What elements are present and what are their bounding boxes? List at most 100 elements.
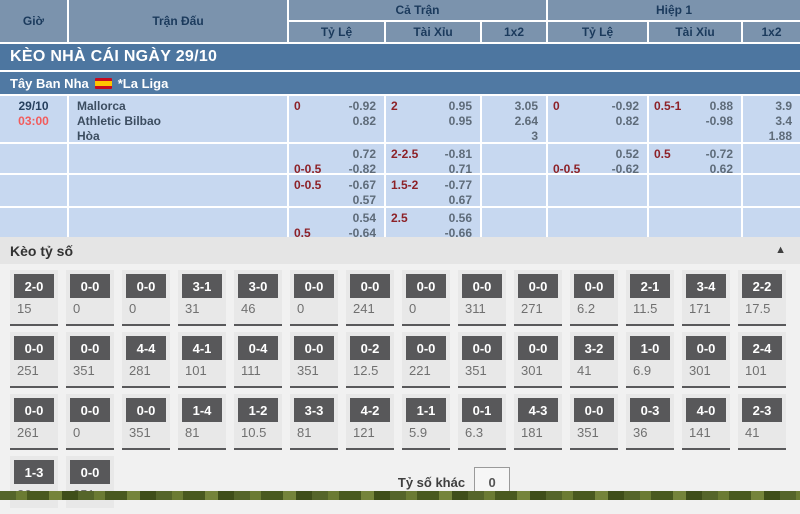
ft-handicap-cell[interactable]: 0-0.5 -0.67 0.57 <box>289 175 384 206</box>
score-label: 0-0 <box>574 398 614 422</box>
score-odds-value: 0 <box>73 301 81 316</box>
h1-handicap-cell[interactable]: 0.52 0-0.5 -0.62 <box>548 144 647 173</box>
score-label: 0-0 <box>518 274 558 298</box>
score-label: 0-0 <box>14 398 54 422</box>
score-odds-cell[interactable]: 0-0 0 <box>402 270 450 326</box>
score-odds-cell[interactable]: 3-1 31 <box>178 270 226 326</box>
score-odds-value: 351 <box>465 363 487 378</box>
score-odds-cell[interactable]: 0-0 271 <box>514 270 562 326</box>
ft-handicap-cell[interactable]: 0 -0.92 0.82 <box>289 96 384 142</box>
h1-1x2-cell[interactable] <box>743 144 800 173</box>
score-label: 0-0 <box>406 336 446 360</box>
score-odds-cell[interactable]: 1-0 6.9 <box>626 332 674 388</box>
score-odds-cell[interactable]: 3-2 41 <box>570 332 618 388</box>
score-odds-cell[interactable]: 2-1 11.5 <box>626 270 674 326</box>
score-odds-cell[interactable]: 0-2 12.5 <box>346 332 394 388</box>
ft-handicap-cell[interactable]: 0.72 0-0.5 -0.82 <box>289 144 384 173</box>
score-odds-cell[interactable]: 0-3 36 <box>626 394 674 450</box>
score-odds-cell[interactable]: 2-3 41 <box>738 394 786 450</box>
score-odds-cell[interactable]: 0-0 311 <box>458 270 506 326</box>
score-odds-cell[interactable]: 0-0 0 <box>122 270 170 326</box>
score-odds-value: 41 <box>577 363 592 378</box>
score-odds-cell[interactable]: 0-0 6.2 <box>570 270 618 326</box>
odds-value: -0.67 <box>348 178 376 192</box>
score-odds-cell[interactable]: 0-0 221 <box>402 332 450 388</box>
score-odds-cell[interactable]: 0-0 241 <box>346 270 394 326</box>
score-odds-cell[interactable]: 2-2 17.5 <box>738 270 786 326</box>
score-label: 1-1 <box>406 398 446 422</box>
score-odds-value: 181 <box>521 425 543 440</box>
h1-handicap-cell[interactable] <box>548 208 647 237</box>
score-odds-value: 31 <box>185 301 200 316</box>
score-odds-cell[interactable]: 3-3 81 <box>290 394 338 450</box>
score-odds-cell[interactable]: 4-2 121 <box>346 394 394 450</box>
grass-footer-strip <box>0 491 800 500</box>
score-odds-value: 241 <box>353 301 375 316</box>
ft-overunder-cell[interactable]: 2.5 0.56 -0.66 <box>386 208 480 237</box>
ft-1x2-cell[interactable] <box>482 144 546 173</box>
score-odds-cell[interactable]: 4-1 101 <box>178 332 226 388</box>
score-odds-cell[interactable]: 0-0 0 <box>66 394 114 450</box>
ft-overunder-cell[interactable]: 1.5-2 -0.77 0.67 <box>386 175 480 206</box>
ft-1x2-cell[interactable] <box>482 208 546 237</box>
match-teams-cell: Mallorca Athletic Bilbao Hòa <box>69 96 287 142</box>
score-odds-cell[interactable]: 0-0 301 <box>682 332 730 388</box>
score-odds-cell[interactable]: 0-1 6.3 <box>458 394 506 450</box>
score-label: 0-0 <box>70 460 110 484</box>
score-label: 0-0 <box>518 336 558 360</box>
odds-value: -0.81 <box>444 147 472 161</box>
score-odds-cell[interactable]: 1-1 5.9 <box>402 394 450 450</box>
h1-1x2-cell[interactable] <box>743 208 800 237</box>
score-odds-cell[interactable]: 0-0 0 <box>290 270 338 326</box>
score-odds-cell[interactable]: 3-4 171 <box>682 270 730 326</box>
odds-line: 1.5-2 -0.77 <box>391 178 472 193</box>
score-odds-cell[interactable]: 0-4 111 <box>234 332 282 388</box>
score-label: 1-0 <box>630 336 670 360</box>
score-odds-cell[interactable]: 1-2 10.5 <box>234 394 282 450</box>
ft-overunder-cell[interactable]: 2-2.5 -0.81 0.71 <box>386 144 480 173</box>
ft-handicap-cell[interactable]: 0.54 0.5 -0.64 <box>289 208 384 237</box>
ft-overunder-cell[interactable]: 2 0.95 0.95 <box>386 96 480 142</box>
h1-overunder-cell[interactable] <box>649 208 741 237</box>
h1-handicap-cell[interactable] <box>548 175 647 206</box>
chevron-up-icon[interactable]: ▲ <box>775 244 786 256</box>
league-name: *La Liga <box>117 75 169 91</box>
h1-handicap-cell[interactable]: 0 -0.92 0.82 <box>548 96 647 142</box>
h1-overunder-cell[interactable] <box>649 175 741 206</box>
h1-1x2-cell[interactable] <box>743 175 800 206</box>
score-odds-cell[interactable]: 4-0 141 <box>682 394 730 450</box>
odds-value: 0.82 <box>352 114 376 128</box>
score-odds-cell[interactable]: 4-4 281 <box>122 332 170 388</box>
score-odds-value: 121 <box>353 425 375 440</box>
score-odds-cell[interactable]: 0-0 261 <box>10 394 58 450</box>
score-odds-cell[interactable]: 3-0 46 <box>234 270 282 326</box>
odds-line: -0.66 <box>391 226 472 237</box>
odds-value: -0.77 <box>444 178 472 192</box>
score-odds-cell[interactable]: 1-326 <box>10 456 58 508</box>
h1-overunder-cell[interactable]: 0.5-1 0.88 -0.98 <box>649 96 741 142</box>
odds-line: 0 -0.92 <box>553 99 639 114</box>
league-bar: Tây Ban Nha *La Liga <box>0 72 800 94</box>
score-label: 1-2 <box>238 398 278 422</box>
score-label: 0-2 <box>350 336 390 360</box>
ft-1x2-cell[interactable]: 3.05 2.64 3 <box>482 96 546 142</box>
odds-line: 0.5-1 0.88 <box>654 99 733 114</box>
odds-value: -0.66 <box>444 226 472 237</box>
score-odds-cell[interactable]: 0-0 301 <box>514 332 562 388</box>
score-odds-cell[interactable]: 2-4 101 <box>738 332 786 388</box>
score-odds-cell[interactable]: 4-3 181 <box>514 394 562 450</box>
score-odds-cell[interactable]: 0-0 0 <box>66 270 114 326</box>
score-odds-cell[interactable]: 2-0 15 <box>10 270 58 326</box>
odds-value: 0.82 <box>615 114 639 128</box>
h1-overunder-cell[interactable]: 0.5 -0.72 0.62 <box>649 144 741 173</box>
ft-1x2-cell[interactable] <box>482 175 546 206</box>
h1-1x2-cell[interactable]: 3.9 3.4 1.88 <box>743 96 800 142</box>
score-odds-cell[interactable]: 0-0 251 <box>10 332 58 388</box>
score-odds-cell[interactable]: 1-4 81 <box>178 394 226 450</box>
